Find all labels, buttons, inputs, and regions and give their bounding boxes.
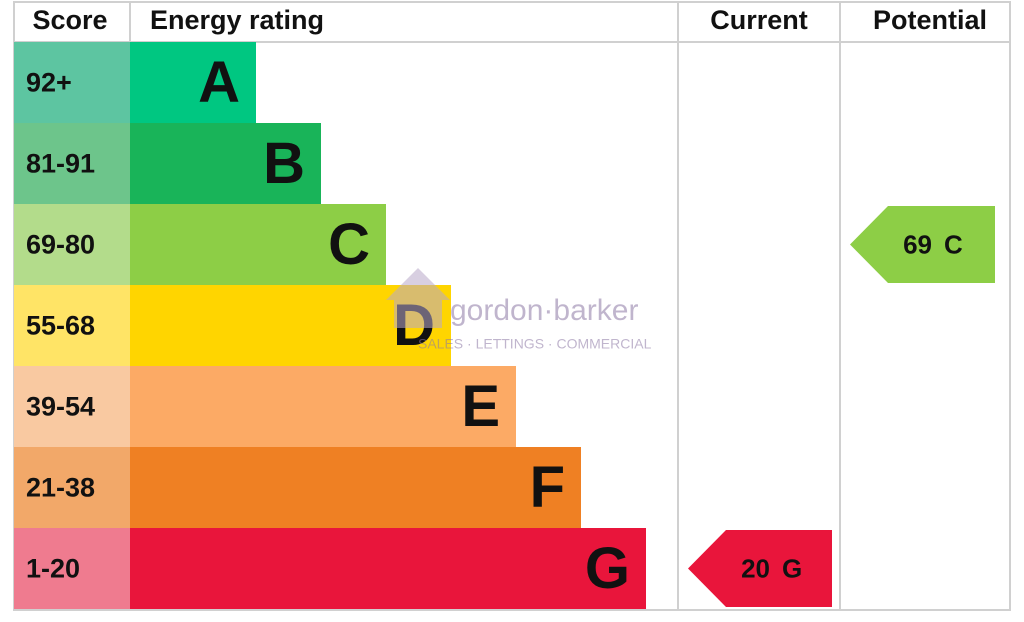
band-bar	[130, 447, 581, 528]
band-letter: G	[585, 536, 630, 601]
band-score: 92+	[26, 68, 72, 98]
potential-rating: C	[944, 229, 963, 259]
header-energy-rating: Energy rating	[150, 5, 324, 35]
watermark-logo	[386, 268, 450, 328]
band-letter: A	[198, 50, 240, 115]
band-bar	[130, 366, 516, 447]
band-bar	[130, 42, 256, 123]
score-cell	[14, 204, 130, 285]
band-score: 69-80	[26, 230, 95, 260]
score-cell	[14, 123, 130, 204]
watermark-tagline: SALES · LETTINGS · COMMERCIAL	[418, 336, 652, 352]
score-cell	[14, 366, 130, 447]
band-letter: E	[461, 374, 500, 439]
current-arrow	[688, 530, 832, 607]
band-score: 55-68	[26, 311, 95, 341]
current-rating: G	[782, 553, 802, 583]
arrows: 20 G 69 C	[688, 206, 995, 607]
band-score: 81-91	[26, 149, 95, 179]
band-letter: B	[263, 131, 305, 196]
potential-value: 69	[903, 229, 932, 259]
band-bar	[130, 204, 386, 285]
band-bar	[130, 123, 321, 204]
band-bar	[130, 528, 646, 609]
watermark-brand: gordon·barker	[450, 294, 638, 327]
watermark: gordon·barker SALES · LETTINGS · COMMERC…	[386, 268, 652, 352]
header-score: Score	[32, 5, 107, 35]
score-cell	[14, 285, 130, 366]
current-value: 20	[741, 553, 770, 583]
header-potential: Potential	[873, 5, 987, 35]
header-current: Current	[710, 5, 808, 35]
score-cell	[14, 42, 130, 123]
band-letter: F	[530, 455, 565, 520]
potential-arrow	[850, 206, 995, 283]
band-score: 1-20	[26, 554, 80, 584]
score-cell	[14, 447, 130, 528]
band-score: 21-38	[26, 473, 95, 503]
score-cell	[14, 528, 130, 609]
band-score: 39-54	[26, 392, 95, 422]
band-letter: C	[328, 212, 370, 277]
